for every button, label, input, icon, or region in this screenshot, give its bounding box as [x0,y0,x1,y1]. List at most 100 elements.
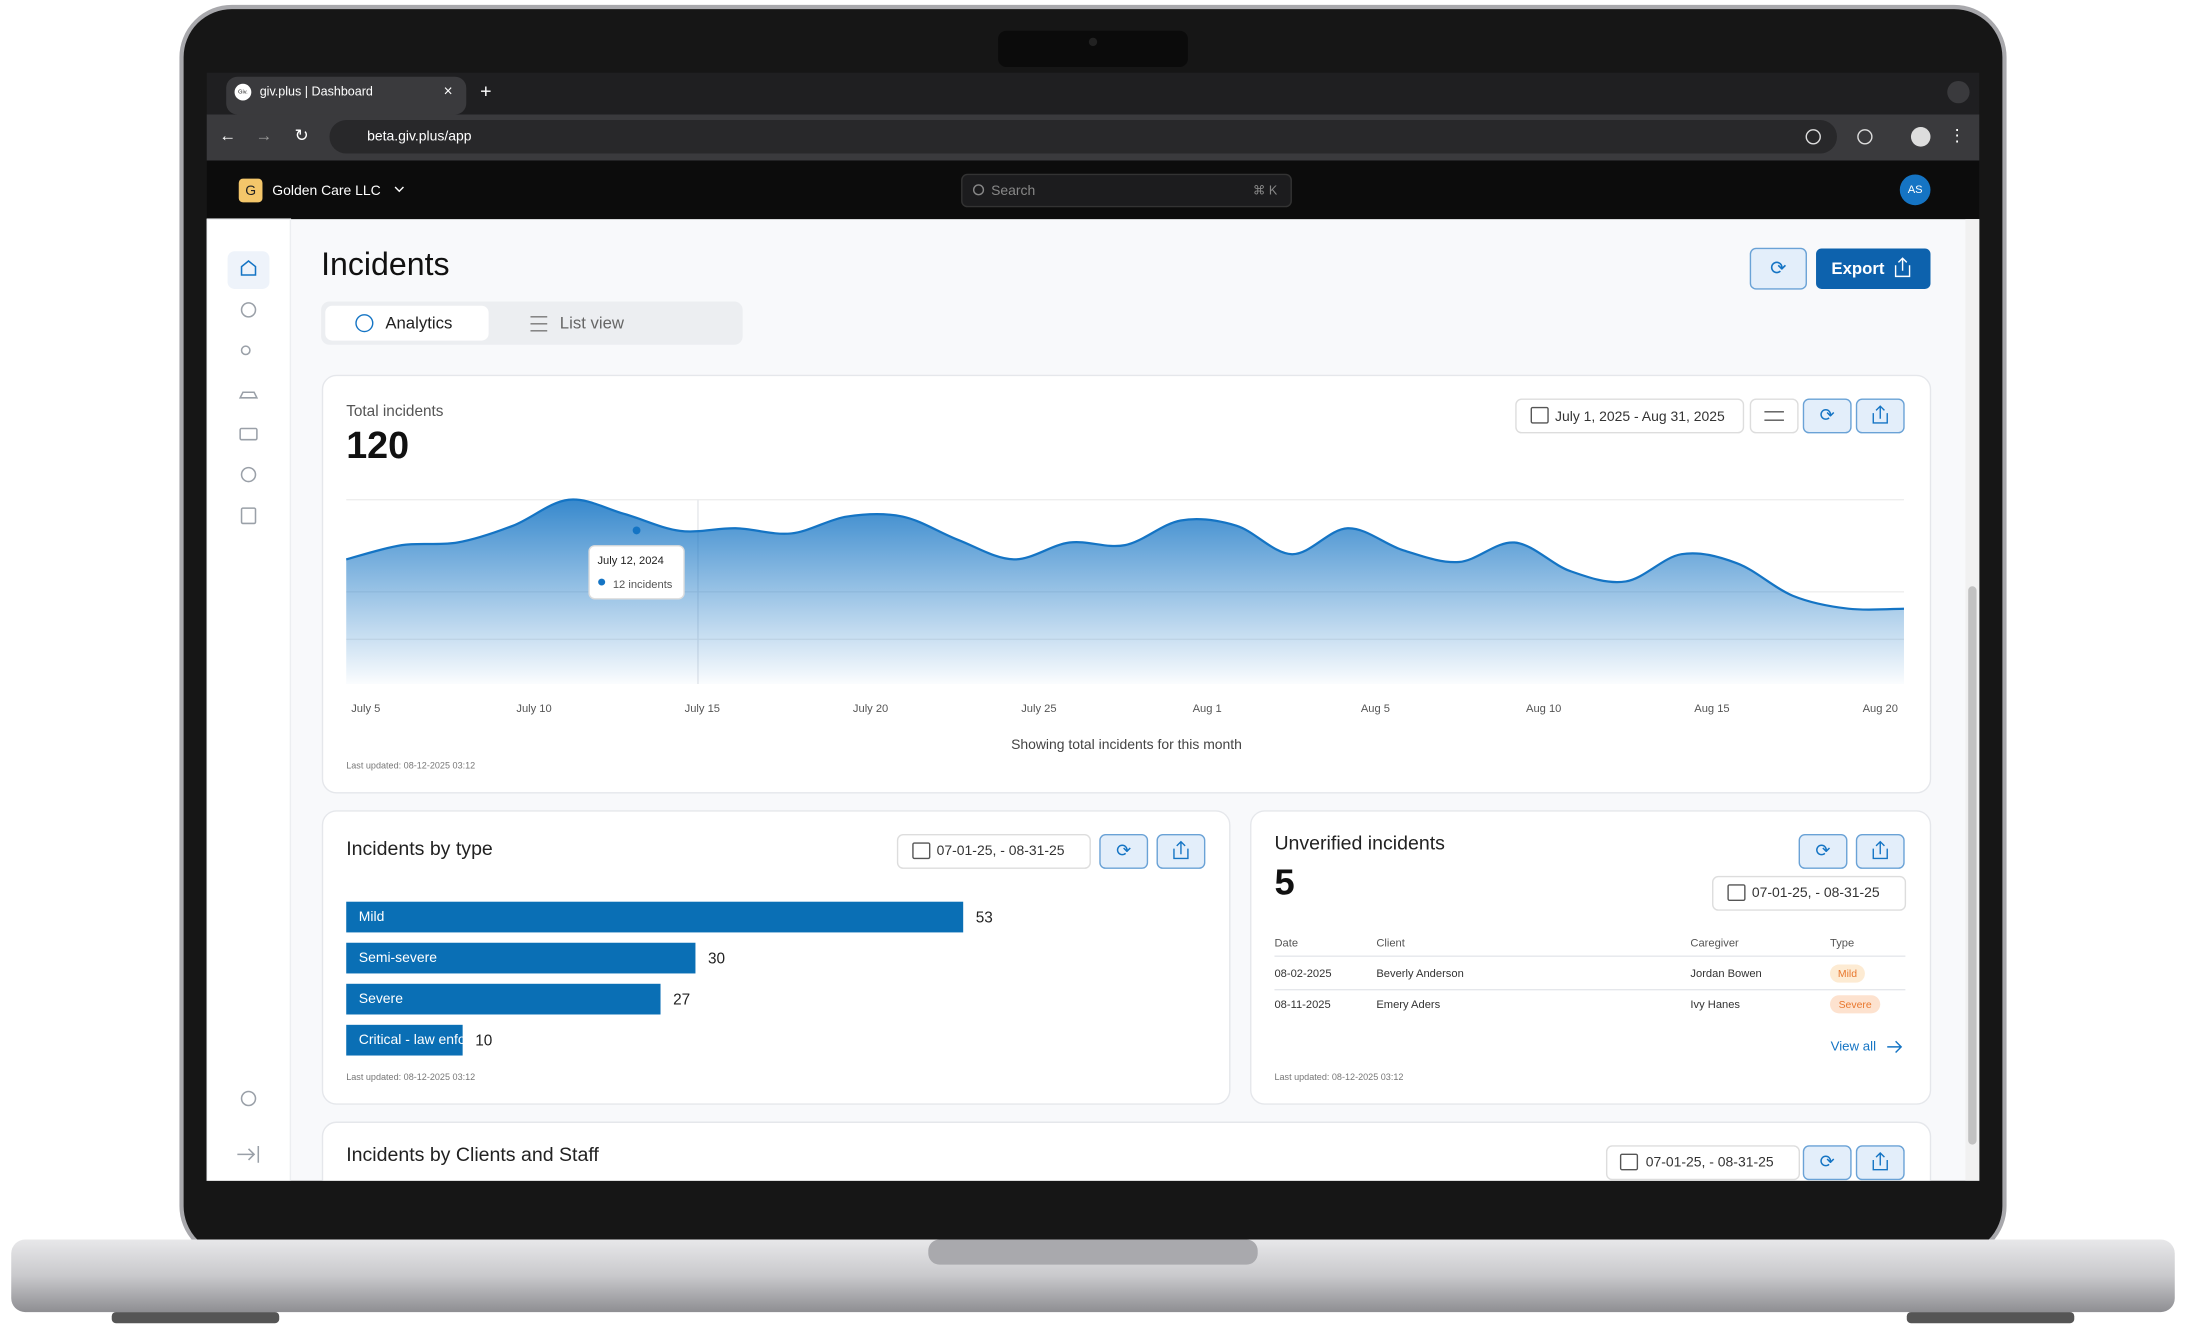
date-picker[interactable] [896,834,1091,869]
bezel-bottom [206,1180,1980,1240]
bar-label: Mild [359,908,385,924]
date-range: 07-01-25, - 08-31-25 [1646,1153,1774,1169]
tab-close[interactable]: × [444,83,453,100]
bar [346,901,964,933]
forward[interactable]: → [256,126,273,145]
date-picker[interactable] [1605,1145,1800,1181]
table-cell: 08-02-2025 [1274,968,1331,980]
tab-favicon [234,83,252,101]
total-label: Total incidents [346,403,444,420]
refresh-button[interactable] [1802,398,1852,434]
column-header: Date [1274,938,1298,950]
org-name[interactable]: Golden Care LLC [272,182,380,198]
x-tick-label: Aug 15 [1694,703,1729,715]
table-cell: 08-11-2025 [1274,999,1330,1011]
table-cell: Emery Aders [1376,999,1440,1011]
date-picker[interactable] [1712,875,1907,911]
new-tab[interactable]: + [480,80,491,102]
nav-collapse[interactable] [237,1145,260,1163]
hover-point [632,526,641,535]
scrollbar-thumb[interactable] [1968,586,1977,1145]
export-icon [1872,1151,1888,1171]
value-label: 10 [475,1033,492,1050]
value-label: 53 [976,910,993,927]
card-title: Unverified incidents [1274,833,1445,855]
reload[interactable]: ↻ [295,126,309,145]
screen: Giv. giv.plus | Dashboard × + ← → ↻ beta… [206,72,1980,1181]
badge-label: Severe [1839,1000,1872,1011]
nav-care[interactable] [238,391,259,399]
table-cell: Ivy Hanes [1690,999,1740,1011]
value-label: 30 [708,951,725,968]
nav-billing[interactable] [239,427,258,441]
bookmark[interactable] [1805,129,1821,145]
tab[interactable] [226,76,467,115]
nav-reports[interactable] [240,302,257,318]
list-icon [530,316,548,332]
tab-strip [206,72,1980,115]
tooltip-dot [598,578,606,586]
nav-clients[interactable] [240,345,251,356]
calendar-icon [1727,884,1746,902]
column-header: Caregiver [1690,938,1739,950]
avatar[interactable] [1899,174,1931,206]
back[interactable]: ← [219,126,236,145]
foot [111,1312,280,1324]
refresh-icon: ⟳ [1770,258,1787,280]
url-bar[interactable] [329,120,1837,154]
search-shortcut: ⌘ K [1253,184,1278,198]
nav-analytics[interactable] [240,466,257,483]
filter-icon [1764,411,1784,421]
nav-help[interactable] [240,1090,257,1107]
tooltip [588,545,685,600]
calendar-icon [1619,1153,1639,1171]
view-all[interactable]: View all [1831,1038,1876,1053]
filter-button[interactable] [1749,398,1799,434]
column-header: Client [1376,938,1405,950]
bar-label: Semi-severe [359,949,437,965]
tab-menu[interactable] [1947,80,1970,104]
bar [346,942,696,974]
table-cell: Beverly Anderson [1376,968,1463,980]
last-updated: Last updated: 08-12-2025 03:12 [346,761,475,771]
extensions[interactable] [1857,129,1873,145]
refresh-button[interactable] [1099,834,1149,869]
tab-label[interactable]: List view [560,313,625,332]
export-label: Export [1831,259,1884,278]
x-tick-label: July 20 [853,703,888,715]
table-cell: Jordan Bowen [1690,968,1761,980]
menu[interactable]: ⋮ [1949,126,1966,145]
card-title: Incidents by Clients and Staff [346,1144,599,1166]
unverified-count: 5 [1274,862,1294,903]
tooltip-text: 12 incidents [613,579,673,591]
avatar-initials: AS [1908,184,1923,196]
date-picker[interactable] [1515,398,1745,434]
page-title: Incidents [321,246,449,282]
base-notch [928,1239,1258,1265]
x-tick-label: July 5 [351,703,380,715]
total-value: 120 [346,424,409,466]
refresh-button[interactable] [1798,834,1848,869]
search-placeholder: Search [991,182,1035,198]
export-icon [1173,840,1189,860]
foot [1906,1312,2075,1324]
nav-docs[interactable] [240,507,257,525]
x-tick-label: July 15 [685,703,720,715]
export-icon [1872,840,1888,860]
card [321,1121,1932,1181]
org-chevron [394,186,404,193]
org-initial: G [245,182,256,198]
search-icon [972,184,985,196]
search-box[interactable] [961,173,1292,208]
nav-home[interactable] [240,260,257,276]
refresh-button[interactable] [1749,247,1807,290]
refresh-button[interactable] [1802,1145,1852,1181]
bar [346,1024,463,1056]
bar-label: Severe [359,990,403,1006]
profile[interactable] [1910,127,1931,147]
sidebar [206,218,292,1181]
date-range: July 1, 2025 - Aug 31, 2025 [1555,408,1725,424]
x-tick-label: Aug 1 [1193,703,1222,715]
date-range: 07-01-25, - 08-31-25 [937,842,1065,858]
last-updated: Last updated: 08-12-2025 03:12 [346,1072,475,1082]
